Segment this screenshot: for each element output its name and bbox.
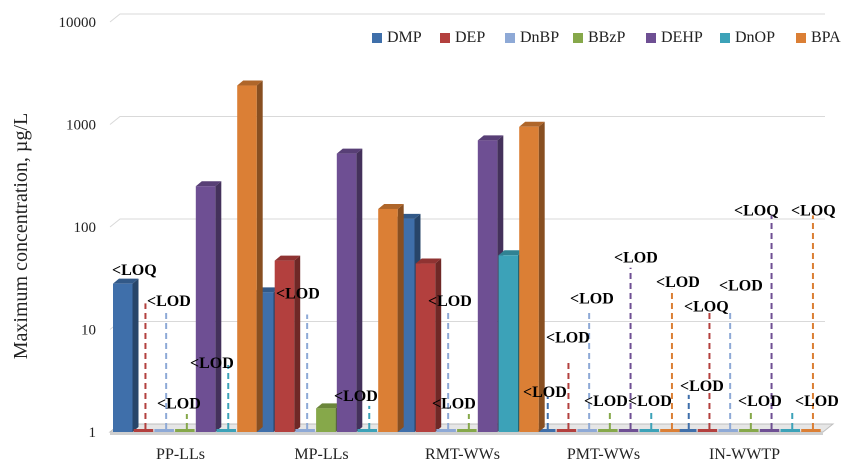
gridline (109, 218, 825, 228)
bar-baseline (536, 429, 556, 432)
bar (415, 258, 442, 432)
bar-baseline (175, 429, 195, 432)
detection-annotation: <LOQ (684, 298, 729, 315)
legend-label: BPA (811, 29, 841, 46)
bar (237, 80, 263, 432)
category-label: PMT-WWs (567, 446, 640, 463)
detection-annotation: <LOD (570, 290, 614, 307)
bar-baseline (154, 429, 174, 432)
detection-annotation: <LOQ (112, 262, 157, 279)
detection-annotation: <LOD (584, 393, 628, 410)
bar-baseline (718, 429, 738, 432)
bar (336, 148, 363, 432)
y-tick-label: 10000 (59, 15, 97, 31)
detection-annotation: <LOD (795, 393, 839, 410)
detection-annotation: <LOD (432, 395, 476, 412)
legend-label: BBzP (588, 29, 625, 46)
bar-baseline (697, 429, 718, 432)
bar-baseline (457, 429, 477, 432)
bar (113, 278, 139, 432)
legend-swatch (372, 33, 382, 43)
bar (274, 255, 301, 432)
bar-baseline (618, 429, 639, 432)
category-label: IN-WWTP (709, 446, 780, 463)
detection-annotation: <LOD (680, 378, 724, 395)
detection-annotation: <LOD (656, 274, 700, 291)
bar-baseline (759, 429, 780, 432)
detection-annotation: <LOD (546, 329, 590, 346)
detection-annotation: <LOD (157, 395, 201, 412)
bar-baseline (436, 429, 456, 432)
legend-label: DnBP (520, 29, 559, 46)
legend-swatch (720, 33, 730, 43)
bar-baseline (133, 429, 154, 432)
detection-annotation: <LOD (523, 384, 567, 401)
gridline (109, 116, 825, 125)
legend-swatch (646, 33, 656, 43)
legend-swatch (505, 33, 515, 43)
chart-floor-edge (110, 432, 823, 435)
bar-baseline (677, 429, 697, 432)
legend-label: DMP (387, 29, 422, 46)
bar-baseline (801, 429, 821, 432)
detection-annotation: <LOD (147, 293, 191, 310)
y-tick-label: 10 (81, 323, 96, 339)
bar-baseline (739, 429, 759, 432)
category-label: PP-LLs (156, 446, 205, 463)
detection-annotation: <LOD (276, 286, 320, 303)
detection-annotation: <LOD (628, 393, 672, 410)
y-tick-label: 1000 (66, 118, 96, 134)
legend-swatch (440, 33, 450, 43)
bar-baseline (216, 429, 236, 432)
bar-baseline (780, 429, 800, 432)
legend-swatch (796, 33, 806, 43)
bar-baseline (639, 429, 659, 432)
detection-annotation: <LOD (190, 355, 234, 372)
y-axis-title: Maximum concentration, µg/L (10, 113, 32, 359)
y-tick-label: 1 (89, 425, 97, 441)
legend-label: DnOP (735, 29, 775, 46)
category-label: RMT-WWs (425, 446, 500, 463)
detection-annotation: <LOQ (791, 202, 836, 219)
bar-baseline (660, 429, 680, 432)
detection-annotation: <LOD (428, 293, 472, 310)
legend-label: DEHP (661, 29, 703, 46)
legend-label: DEP (455, 29, 485, 46)
detection-annotation: <LOD (738, 393, 782, 410)
bar (519, 121, 545, 433)
bar-baseline (295, 429, 315, 432)
y-tick-label: 100 (74, 220, 97, 236)
bar (195, 181, 222, 432)
bar-baseline (357, 429, 377, 432)
gridline (109, 13, 825, 23)
bar-baseline (598, 429, 618, 432)
bar (378, 203, 404, 432)
detection-annotation: <LOQ (734, 202, 779, 219)
bar-baseline (556, 429, 577, 432)
detection-annotation: <LOD (334, 388, 378, 405)
bar-baseline (577, 429, 597, 432)
detection-annotation: <LOD (719, 278, 763, 295)
legend-swatch (573, 33, 583, 43)
category-label: MP-LLs (294, 446, 348, 463)
detection-annotation: <LOD (614, 250, 658, 267)
